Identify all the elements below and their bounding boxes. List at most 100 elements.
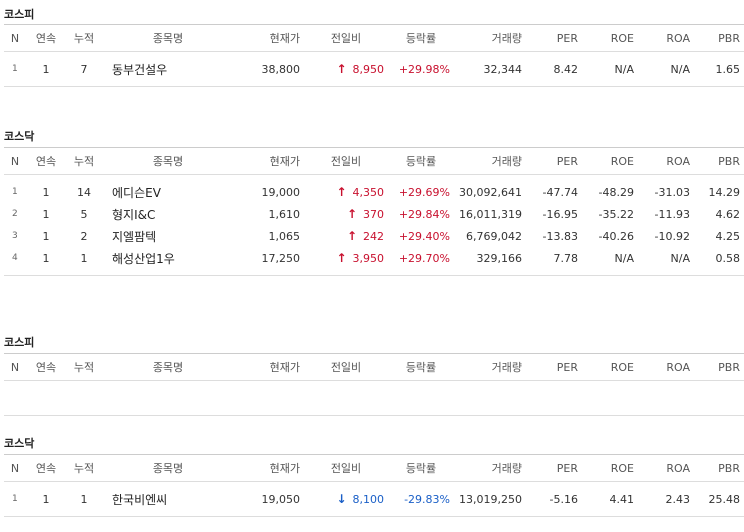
table-row: 2 1 5 형지I&C 1,610 ↑ 370 +29.84% 16,011,31… xyxy=(4,203,744,225)
price-change-value: 8,100 xyxy=(352,493,385,506)
table-kospi-upper: N 연속 누적 종목명 현재가 전일비 등락률 거래량 PER ROE ROA … xyxy=(4,24,744,87)
col-header-volume: 거래량 xyxy=(454,454,526,482)
pbr-value: 14.29 xyxy=(708,185,741,199)
price-change: ↑ 3,950 xyxy=(304,247,388,269)
col-header-change: 전일비 xyxy=(304,24,388,52)
pbr-value: 4.25 xyxy=(715,229,741,243)
col-header-price: 현재가 xyxy=(234,454,304,482)
price-change-value: 242 xyxy=(363,230,384,243)
stock-table: N 연속 누적 종목명 현재가 전일비 등락률 거래량 PER ROE ROA … xyxy=(4,147,744,276)
roe-value: 4.41 xyxy=(609,492,635,506)
trade-volume: 16,011,319 xyxy=(459,207,522,221)
consecutive-days: 1 xyxy=(42,229,50,243)
stock-table: N 연속 누적 종목명 현재가 전일비 등락률 거래량 PER ROE ROA … xyxy=(4,24,744,87)
trade-volume: 13,019,250 xyxy=(459,492,522,506)
price-change: ↑ 242 xyxy=(304,225,388,247)
per-value: -47.74 xyxy=(542,185,578,199)
roe-value: -35.22 xyxy=(598,207,634,221)
header-row: N 연속 누적 종목명 현재가 전일비 등락률 거래량 PER ROE ROA … xyxy=(4,147,744,175)
col-header-cumulative: 누적 xyxy=(66,24,102,52)
empty-body xyxy=(4,380,744,416)
col-header-rate: 등락률 xyxy=(388,147,454,175)
col-header-volume: 거래량 xyxy=(454,353,526,381)
trade-volume: 32,344 xyxy=(483,62,523,76)
col-header-cumulative: 누적 xyxy=(66,147,102,175)
per-value: 7.78 xyxy=(553,251,579,265)
col-header-roa: ROA xyxy=(638,353,694,381)
table-row: 1 1 14 에디슨EV 19,000 ↑ 4,350 +29.69% 30,09… xyxy=(4,181,744,203)
roe-value: -40.26 xyxy=(598,229,634,243)
col-header-roe: ROE xyxy=(582,353,638,381)
col-header-consecutive: 연속 xyxy=(26,24,66,52)
col-header-change: 전일비 xyxy=(304,353,388,381)
consecutive-days: 1 xyxy=(42,62,50,76)
col-header-price: 현재가 xyxy=(234,24,304,52)
pbr-value: 1.65 xyxy=(715,62,741,76)
stock-name-link[interactable]: 동부건설우 xyxy=(112,62,168,77)
consecutive-days: 1 xyxy=(42,207,50,221)
row-number: 1 xyxy=(12,494,18,504)
col-header-name: 종목명 xyxy=(102,24,234,52)
current-price: 1,065 xyxy=(268,229,301,243)
roe-value: N/A xyxy=(614,62,634,76)
trade-volume: 6,769,042 xyxy=(466,229,522,243)
consecutive-days: 1 xyxy=(42,251,50,265)
roe-value: N/A xyxy=(614,251,634,265)
price-change-value: 8,950 xyxy=(352,63,385,76)
change-rate: +29.98% xyxy=(398,62,450,76)
section-title-kospi-lower: 코스피 xyxy=(4,336,35,349)
arrow-down-icon: ↓ xyxy=(336,492,347,506)
change-rate: +29.84% xyxy=(398,207,450,221)
current-price: 17,250 xyxy=(261,251,301,265)
pbr-value: 4.62 xyxy=(715,207,741,221)
per-value: -16.95 xyxy=(542,207,578,221)
arrow-up-icon: ↑ xyxy=(336,62,347,76)
table-kospi-lower: N 연속 누적 종목명 현재가 전일비 등락률 거래량 PER ROE ROA … xyxy=(4,353,744,416)
arrow-up-icon: ↑ xyxy=(336,185,347,199)
col-header-consecutive: 연속 xyxy=(26,147,66,175)
col-header-pbr: PBR xyxy=(694,353,744,381)
col-header-cumulative: 누적 xyxy=(66,454,102,482)
table-kosdaq-upper: N 연속 누적 종목명 현재가 전일비 등락률 거래량 PER ROE ROA … xyxy=(4,147,744,276)
per-value: -13.83 xyxy=(542,229,578,243)
per-value: 8.42 xyxy=(553,62,579,76)
price-change-value: 4,350 xyxy=(352,186,385,199)
stock-name-link[interactable]: 형지I&C xyxy=(112,207,156,222)
header-row: N 연속 누적 종목명 현재가 전일비 등락률 거래량 PER ROE ROA … xyxy=(4,454,744,482)
stock-name-link[interactable]: 지엘팜텍 xyxy=(112,229,157,244)
trade-volume: 30,092,641 xyxy=(459,185,522,199)
section-title-kospi-upper: 코스피 xyxy=(4,8,35,21)
col-header-n: N xyxy=(4,147,26,175)
header-row: N 연속 누적 종목명 현재가 전일비 등락률 거래량 PER ROE ROA … xyxy=(4,353,744,381)
col-header-roa: ROA xyxy=(638,454,694,482)
stock-name-link[interactable]: 해성산업1우 xyxy=(112,251,175,266)
per-value: -5.16 xyxy=(549,492,578,506)
col-header-volume: 거래량 xyxy=(454,24,526,52)
stock-name-link[interactable]: 한국비엔씨 xyxy=(112,492,168,507)
roa-value: 2.43 xyxy=(665,492,691,506)
table-row: 3 1 2 지엘팜텍 1,065 ↑ 242 +29.40% 6,769,042 … xyxy=(4,225,744,247)
col-header-pbr: PBR xyxy=(694,147,744,175)
col-header-rate: 등락률 xyxy=(388,24,454,52)
row-number: 2 xyxy=(12,209,18,219)
current-price: 19,000 xyxy=(261,185,301,199)
col-header-per: PER xyxy=(526,454,582,482)
col-header-n: N xyxy=(4,353,26,381)
row-number: 1 xyxy=(12,187,18,197)
roa-value: N/A xyxy=(670,62,690,76)
change-rate: +29.40% xyxy=(398,229,450,243)
row-number: 4 xyxy=(12,253,18,263)
consecutive-days: 1 xyxy=(42,492,50,506)
col-header-consecutive: 연속 xyxy=(26,353,66,381)
col-header-per: PER xyxy=(526,353,582,381)
stock-name-link[interactable]: 에디슨EV xyxy=(112,185,161,200)
header-row: N 연속 누적 종목명 현재가 전일비 등락률 거래량 PER ROE ROA … xyxy=(4,24,744,52)
col-header-pbr: PBR xyxy=(694,24,744,52)
pbr-value: 0.58 xyxy=(715,251,741,265)
section-title-kosdaq-lower: 코스닥 xyxy=(4,437,35,450)
col-header-rate: 등락률 xyxy=(388,353,454,381)
col-header-change: 전일비 xyxy=(304,147,388,175)
change-rate: -29.83% xyxy=(404,492,450,506)
col-header-roe: ROE xyxy=(582,147,638,175)
current-price: 38,800 xyxy=(261,62,301,76)
